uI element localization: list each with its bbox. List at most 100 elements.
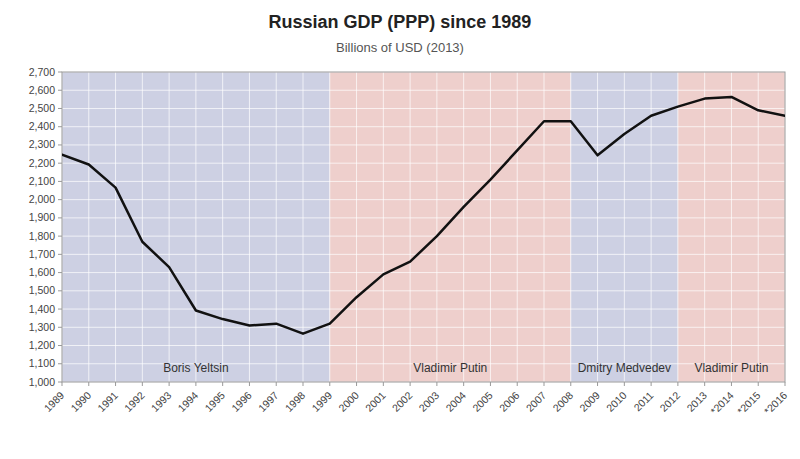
grid-line-y (62, 144, 785, 145)
x-tick (142, 382, 143, 386)
y-tick (58, 290, 62, 291)
grid-line-y (62, 199, 785, 200)
x-tick (624, 382, 625, 386)
x-tick (276, 382, 277, 386)
grid-line-x (731, 72, 732, 382)
y-tick-label: 2,300 (29, 138, 55, 150)
x-tick-label: 2007 (523, 389, 548, 414)
x-tick-label: 2011 (631, 389, 656, 414)
x-tick-label: 2010 (604, 389, 629, 414)
series (62, 97, 785, 334)
y-tick-label: 1,400 (29, 303, 55, 315)
x-tick-label: 1993 (149, 389, 174, 414)
era-label: Vladimir Putin (413, 361, 487, 375)
y-tick-label: 1,500 (29, 284, 55, 296)
y-tick-label: 2,600 (29, 84, 55, 96)
y-tick-label: 2,000 (29, 193, 55, 205)
y-tick (58, 363, 62, 364)
x-tick (597, 382, 598, 386)
grid-line-x (570, 72, 571, 382)
x-tick (436, 382, 437, 386)
grid-line-y (62, 90, 785, 91)
y-tick-label: 2,200 (29, 157, 55, 169)
grid-line-x (490, 72, 491, 382)
y-tick (58, 382, 62, 383)
x-tick (758, 382, 759, 386)
x-tick-label: 1992 (122, 389, 147, 414)
chart: Russian GDP (PPP) since 1989Billions of … (0, 0, 800, 459)
grid-line-x (249, 72, 250, 382)
grid-line-x (88, 72, 89, 382)
x-tick (731, 382, 732, 386)
grid-line-x (169, 72, 170, 382)
grid-line-y (62, 163, 785, 164)
y-tick (58, 108, 62, 109)
y-tick (58, 126, 62, 127)
y-tick (58, 72, 62, 73)
x-tick-label: *2016 (762, 389, 790, 417)
grid-line-x (436, 72, 437, 382)
x-tick-label: 1997 (256, 389, 281, 414)
y-tick-label: 1,700 (29, 248, 55, 260)
y-tick-label: 1,800 (29, 230, 55, 242)
x-tick-label: 2005 (470, 389, 495, 414)
grid-line-y (62, 290, 785, 291)
grid-line-x (142, 72, 143, 382)
x-tick-label: 2012 (657, 389, 682, 414)
y-tick (58, 217, 62, 218)
grid-line-x (222, 72, 223, 382)
x-tick-label: 1989 (41, 389, 66, 414)
x-tick-label: 1996 (229, 389, 254, 414)
x-tick-label: 1994 (175, 389, 200, 414)
era-band (571, 72, 678, 382)
x-tick (383, 382, 384, 386)
x-tick-label: 2006 (497, 389, 522, 414)
x-tick-label: 2009 (577, 389, 602, 414)
grid-line-y (62, 126, 785, 127)
grid-line-x (115, 72, 116, 382)
grid-line-x (677, 72, 678, 382)
y-tick (58, 327, 62, 328)
y-tick-label: 1,900 (29, 211, 55, 223)
x-tick-label: 2002 (390, 389, 415, 414)
grid-line-x (704, 72, 705, 382)
y-tick-label: 2,400 (29, 120, 55, 132)
title: Russian GDP (PPP) since 1989 (269, 12, 532, 32)
grid-line-x (329, 72, 330, 382)
y-tick-label: 1,100 (29, 357, 55, 369)
grid-line-x (624, 72, 625, 382)
y-axis: 1,0001,1001,2001,3001,4001,5001,6001,700… (29, 66, 62, 388)
grid-line-y (62, 236, 785, 237)
x-tick (651, 382, 652, 386)
x-tick-label: 2003 (416, 389, 441, 414)
y-tick (58, 236, 62, 237)
era-label: Boris Yeltsin (163, 361, 228, 375)
y-tick (58, 309, 62, 310)
x-tick-label: 1995 (202, 389, 227, 414)
era-band (678, 72, 785, 382)
y-tick-label: 1,300 (29, 321, 55, 333)
x-tick (88, 382, 89, 386)
grid-line-y (62, 181, 785, 182)
grid-line-x (517, 72, 518, 382)
plot-frame (62, 72, 785, 382)
x-tick (115, 382, 116, 386)
x-tick-label: 1990 (68, 389, 93, 414)
grid (62, 72, 785, 382)
grid-line-y (62, 345, 785, 346)
x-tick-label: 2001 (363, 389, 388, 414)
grid-line-x (544, 72, 545, 382)
x-tick-label: 2008 (550, 389, 575, 414)
y-tick-label: 1,200 (29, 339, 55, 351)
x-tick (570, 382, 571, 386)
x-tick (169, 382, 170, 386)
x-tick (410, 382, 411, 386)
y-tick (58, 272, 62, 273)
grid-line-y (62, 217, 785, 218)
grid-line-y (62, 309, 785, 310)
x-tick-label: *2015 (735, 389, 763, 417)
grid-line-x (463, 72, 464, 382)
x-tick-label: 1998 (282, 389, 307, 414)
x-tick (303, 382, 304, 386)
grid-line-x (597, 72, 598, 382)
